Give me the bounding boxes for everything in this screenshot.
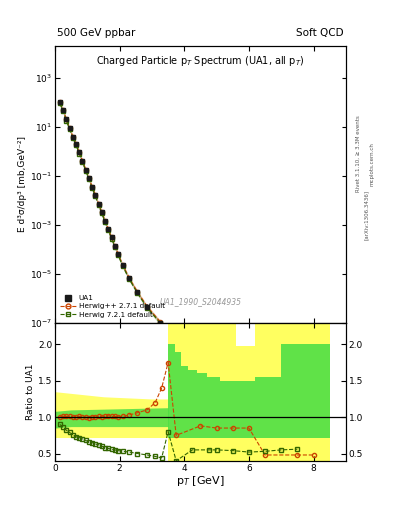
Y-axis label: E d³σ/dp³ [mb,GeV⁻²]: E d³σ/dp³ [mb,GeV⁻²] [18,136,27,232]
Bar [220,381,236,438]
Bar [168,323,174,461]
Bar [197,373,207,438]
Bar [236,346,255,461]
Bar [236,381,255,438]
Text: [arXiv:1306.3436]: [arXiv:1306.3436] [364,190,369,240]
Bar [304,345,330,438]
Text: UA1_1990_S2044935: UA1_1990_S2044935 [160,297,241,306]
Bar [187,370,197,438]
Text: mcplots.cern.ch: mcplots.cern.ch [369,142,375,186]
Bar [181,323,187,461]
Bar [281,323,304,461]
Bar [207,377,220,438]
Bar [220,323,236,461]
Bar [168,345,174,438]
Bar [281,345,304,438]
Bar [174,323,181,461]
Text: 500 GeV ppbar: 500 GeV ppbar [57,28,135,38]
Bar [304,323,330,461]
Text: Rivet 3.1.10, ≥ 3.3M events: Rivet 3.1.10, ≥ 3.3M events [356,115,361,192]
Bar [207,323,220,461]
Y-axis label: Ratio to UA1: Ratio to UA1 [26,364,35,420]
X-axis label: p$_T$ [GeV]: p$_T$ [GeV] [176,474,225,488]
Bar [187,323,197,461]
Bar [255,377,281,438]
Text: Soft QCD: Soft QCD [296,28,344,38]
Bar [255,323,281,461]
Legend: UA1, Herwig++ 2.7.1 default, Herwig 7.2.1 default: UA1, Herwig++ 2.7.1 default, Herwig 7.2.… [57,292,168,321]
Bar [197,323,207,461]
Bar [174,352,181,438]
Text: Charged Particle p$_T$ Spectrum (UA1, all p$_T$): Charged Particle p$_T$ Spectrum (UA1, al… [96,54,305,69]
Bar [181,366,187,438]
